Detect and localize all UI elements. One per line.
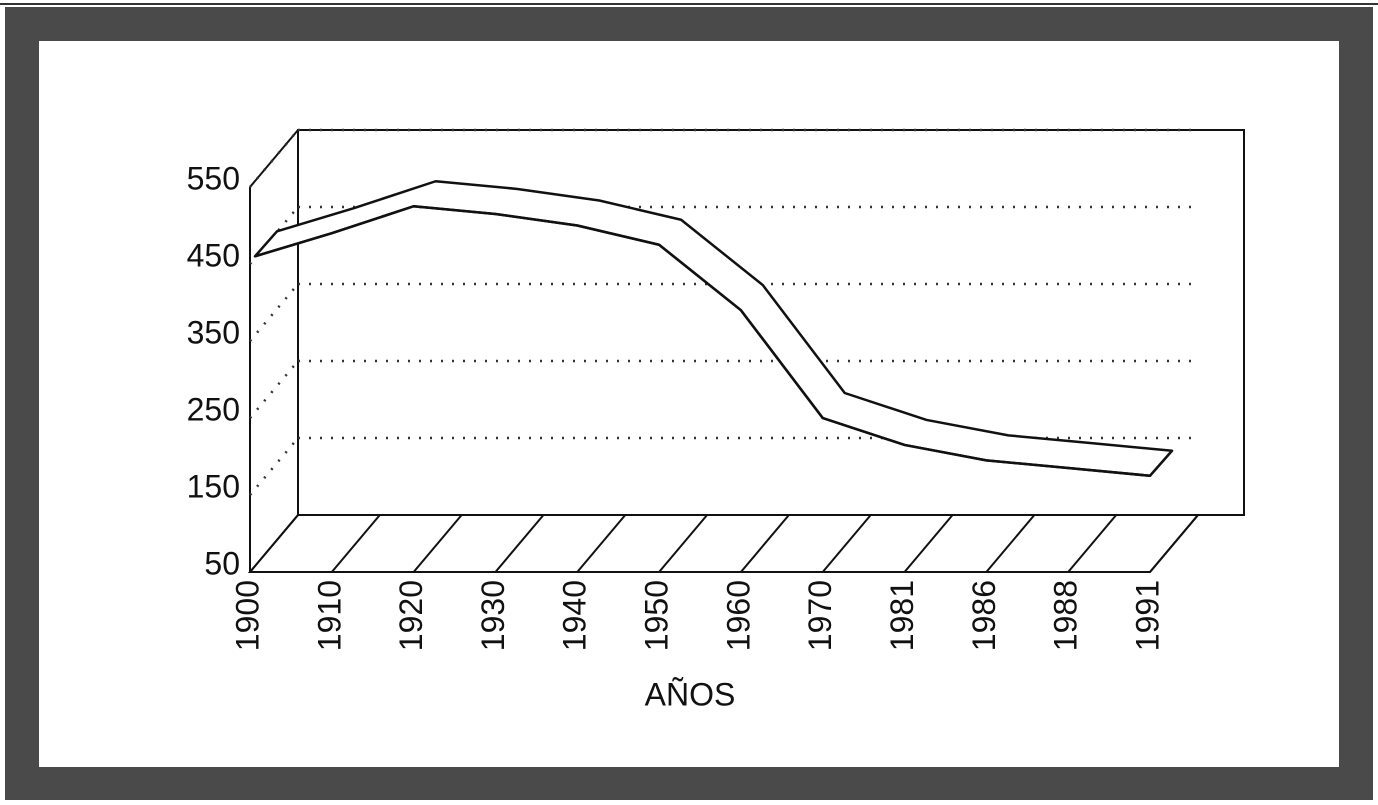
floor-divider: [494, 514, 545, 573]
x-tick-label: 1986: [966, 580, 1002, 651]
grid-line: [249, 437, 299, 496]
x-tick-label: 1950: [639, 580, 675, 651]
x-tick-label: 1988: [1048, 580, 1084, 651]
floor-divider: [576, 514, 627, 573]
floor-divider: [903, 514, 954, 573]
y-tick-label: 150: [187, 468, 240, 504]
x-tick-label: 1991: [1129, 580, 1165, 651]
floor-divider: [1067, 514, 1117, 573]
y-tick-label: 350: [187, 314, 240, 350]
floor-divider: [658, 514, 708, 573]
floor-divider: [412, 514, 463, 573]
x-tick-label: 1960: [720, 580, 756, 651]
floor-divider: [249, 514, 299, 573]
y-tick-label: 50: [204, 545, 240, 581]
floor-divider: [1149, 514, 1199, 573]
floor-divider: [331, 514, 381, 573]
floor-divider: [740, 514, 790, 573]
grid-line: [249, 283, 299, 342]
floor-divider: [985, 514, 1036, 573]
line: [254, 204, 1151, 477]
y-tick-label: 250: [187, 391, 240, 427]
frame: [5, 7, 1373, 801]
x-tick-label: 1970: [802, 580, 838, 651]
x-tick-label: 1910: [311, 580, 347, 651]
grid-line: [249, 360, 299, 419]
x-tick-label: 1930: [475, 580, 511, 651]
x-tick-label: 1981: [884, 580, 920, 651]
y-tick-label: 550: [187, 160, 240, 196]
x-tick-label: 1920: [393, 580, 429, 651]
y-tick-label: 450: [187, 237, 240, 273]
grid-line: [249, 129, 299, 188]
x-tick-label: 1940: [557, 580, 593, 651]
floor-divider: [821, 514, 872, 573]
x-axis-label: AÑOS: [645, 676, 736, 712]
x-tick-label: 1900: [229, 580, 265, 651]
